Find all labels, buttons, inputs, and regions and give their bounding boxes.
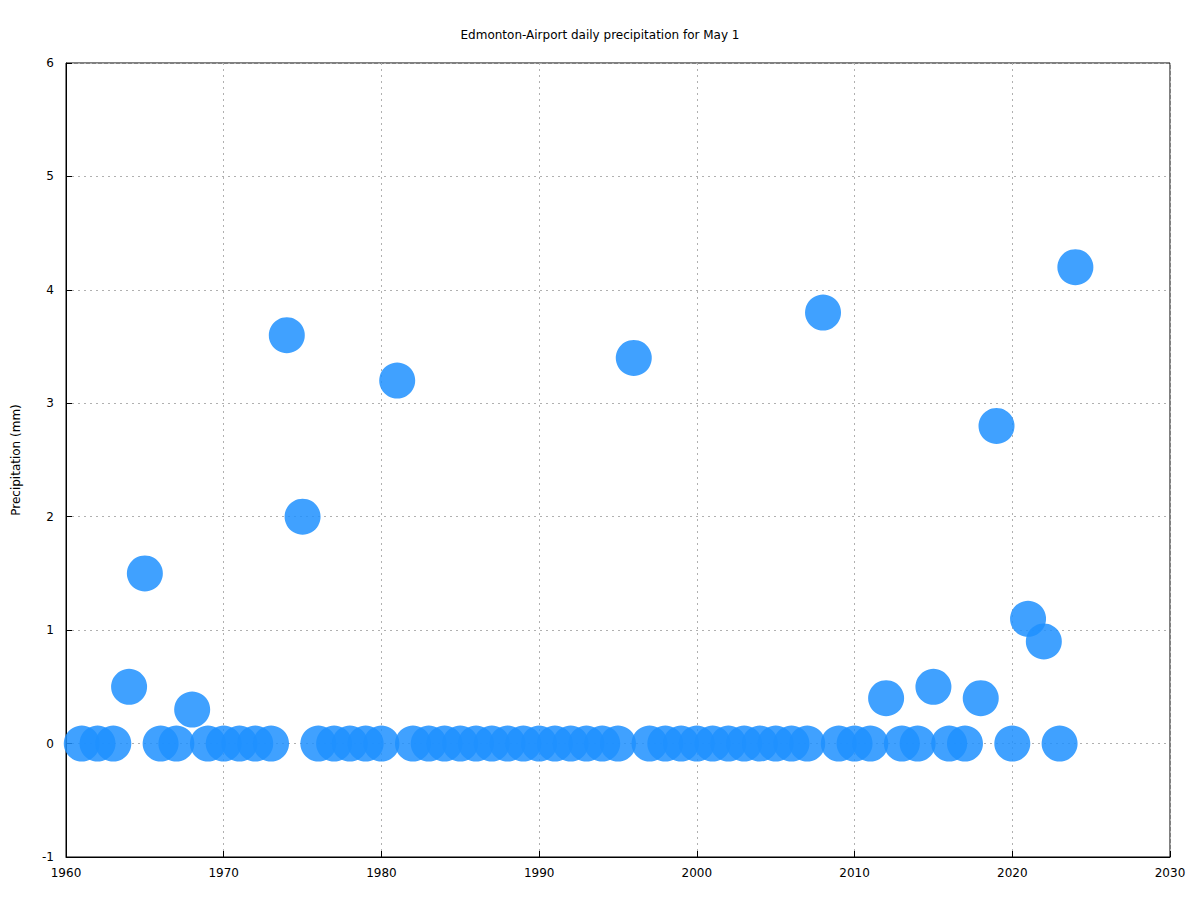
svg-text:1960: 1960 xyxy=(51,866,82,880)
svg-text:3: 3 xyxy=(46,396,54,410)
svg-text:1990: 1990 xyxy=(524,866,555,880)
svg-text:5: 5 xyxy=(46,169,54,183)
svg-text:1970: 1970 xyxy=(208,866,239,880)
svg-text:4: 4 xyxy=(46,283,54,297)
svg-text:1980: 1980 xyxy=(366,866,397,880)
svg-text:2030: 2030 xyxy=(1155,866,1186,880)
svg-text:2020: 2020 xyxy=(997,866,1028,880)
svg-text:2000: 2000 xyxy=(682,866,713,880)
svg-text:2010: 2010 xyxy=(839,866,870,880)
svg-text:Edmonton-Airport daily precipi: Edmonton-Airport daily precipitation for… xyxy=(461,28,740,42)
svg-text:6: 6 xyxy=(46,56,54,70)
svg-text:1: 1 xyxy=(46,623,54,637)
svg-text:2: 2 xyxy=(46,510,54,524)
svg-text:Precipitation (mm): Precipitation (mm) xyxy=(9,404,23,516)
svg-text:-1: -1 xyxy=(42,850,54,864)
svg-text:0: 0 xyxy=(46,737,54,751)
